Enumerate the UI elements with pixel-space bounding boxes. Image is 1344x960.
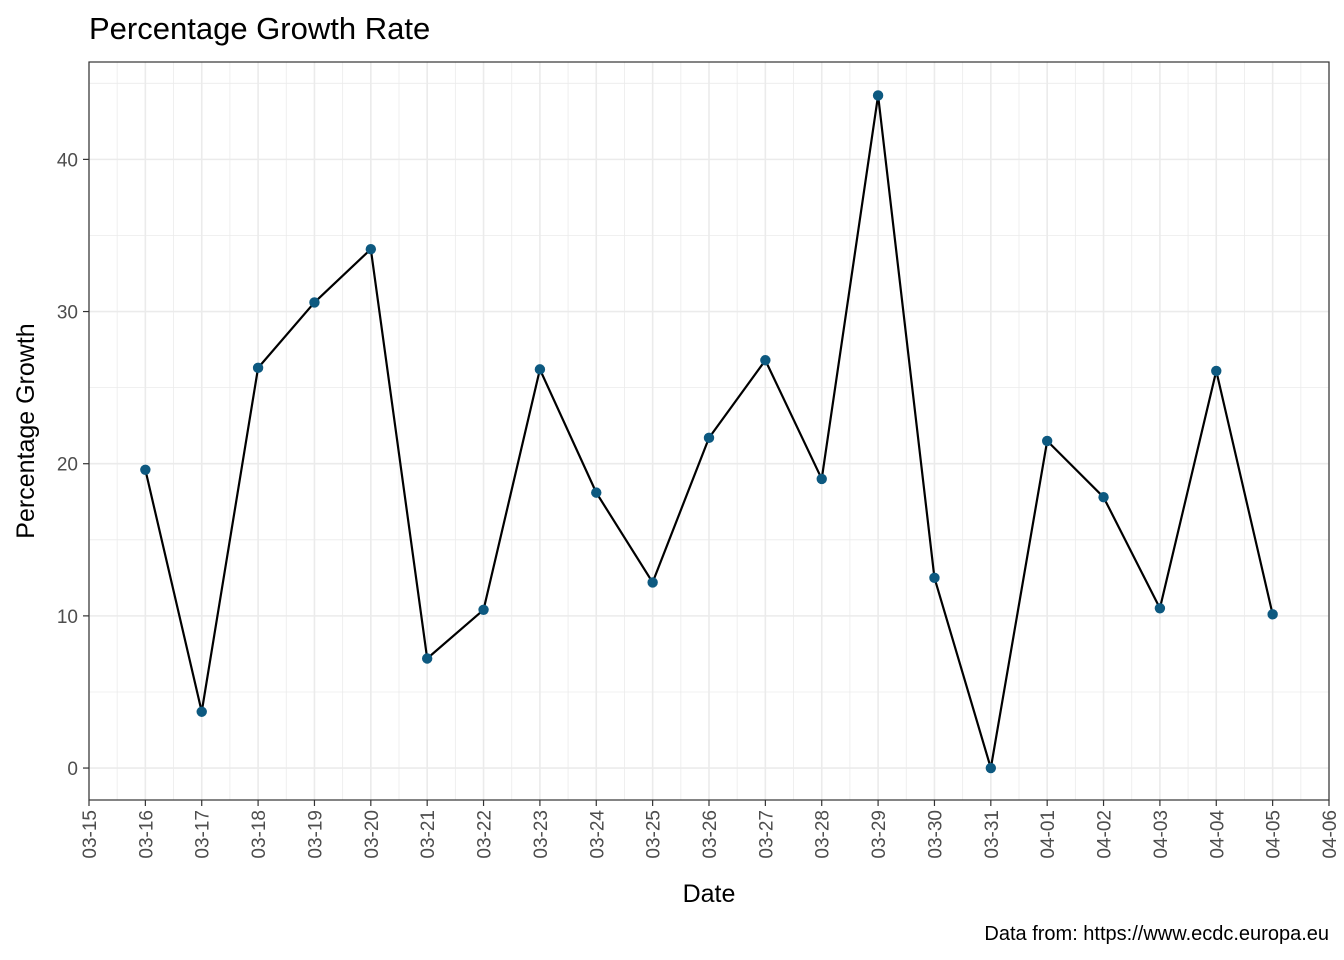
x-tick-label: 04-06 — [1320, 810, 1341, 859]
y-tick-label: 0 — [67, 759, 78, 780]
x-tick-label: 04-02 — [1095, 810, 1116, 859]
data-point — [196, 706, 207, 717]
x-tick-label: 04-05 — [1264, 810, 1285, 859]
x-tick-label: 03-30 — [925, 810, 946, 859]
data-point — [1211, 365, 1222, 377]
grid — [88, 62, 1330, 800]
x-tick-label: 03-17 — [193, 810, 214, 859]
data-point — [985, 762, 997, 774]
x-tick-label: 03-29 — [869, 810, 890, 859]
panel-border — [88, 61, 1330, 801]
x-tick-label: 03-24 — [587, 810, 608, 859]
data-point — [140, 464, 151, 475]
chart-caption: Data from: https://www.ecdc.europa.eu — [984, 923, 1329, 945]
data-point — [1154, 603, 1166, 614]
data-point — [929, 572, 940, 584]
x-tick-label: 03-16 — [136, 810, 157, 859]
y-tick-label: 40 — [57, 150, 78, 171]
data-point — [478, 604, 489, 615]
data-point — [1267, 609, 1278, 620]
axes: 0 10 20 30 40 03-15 03-16 03-17 03-18 03-19 03-20 0… — [57, 150, 1341, 858]
x-tick-label: 04-01 — [1038, 810, 1059, 859]
x-tick-label: 03-15 — [80, 810, 101, 859]
data-point — [252, 362, 264, 374]
data-point — [365, 243, 377, 255]
data-point — [591, 487, 602, 498]
x-tick-label: 03-26 — [700, 810, 721, 859]
data-series — [140, 90, 1278, 774]
y-tick-label: 20 — [57, 455, 78, 476]
x-tick-label: 04-03 — [1151, 810, 1172, 859]
data-point — [421, 653, 433, 664]
x-tick-label: 03-20 — [362, 810, 383, 859]
data-point — [872, 90, 884, 101]
x-tick-label: 03-27 — [756, 810, 777, 859]
x-tick-label: 03-31 — [982, 810, 1003, 859]
y-axis-title: Percentage Growth — [12, 323, 40, 538]
x-tick-label: 03-28 — [813, 810, 834, 859]
data-point — [647, 577, 658, 588]
data-point — [1041, 435, 1053, 447]
x-tick-label: 03-23 — [531, 810, 552, 859]
x-axis-title: Date — [683, 880, 736, 908]
data-point — [703, 432, 715, 444]
x-tick-label: 03-25 — [644, 810, 665, 859]
y-tick-label: 10 — [57, 607, 78, 628]
x-tick-label: 03-21 — [418, 810, 439, 859]
data-point — [760, 355, 771, 366]
x-tick-label: 04-04 — [1207, 810, 1228, 859]
x-tick-label: 03-19 — [305, 810, 326, 859]
data-point — [1098, 491, 1109, 503]
data-point — [534, 364, 546, 375]
x-tick-label: 03-18 — [249, 810, 270, 859]
data-point — [309, 297, 320, 308]
y-tick-label: 30 — [57, 303, 78, 324]
chart-title: Percentage Growth Rate — [89, 11, 430, 46]
data-point — [816, 473, 827, 485]
x-tick-label: 03-22 — [475, 810, 496, 859]
